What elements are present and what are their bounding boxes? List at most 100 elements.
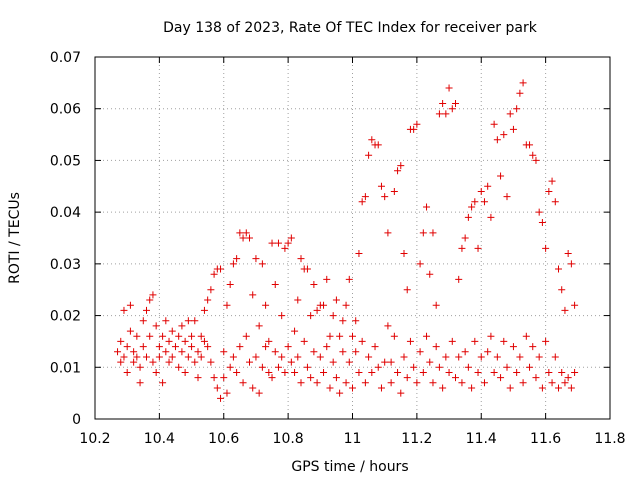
data-point bbox=[175, 332, 183, 340]
data-point bbox=[567, 260, 575, 268]
data-point bbox=[123, 368, 131, 376]
data-point bbox=[188, 332, 196, 340]
y-tick-label: 0.01 bbox=[50, 360, 81, 376]
grid bbox=[95, 57, 610, 419]
data-point bbox=[416, 348, 424, 356]
data-point bbox=[471, 198, 479, 206]
data-point bbox=[361, 379, 369, 387]
data-point bbox=[526, 141, 534, 149]
data-point bbox=[278, 312, 286, 320]
data-point bbox=[126, 301, 134, 309]
data-point bbox=[487, 213, 495, 221]
data-point bbox=[149, 291, 157, 299]
data-point bbox=[403, 286, 411, 294]
data-point bbox=[377, 384, 385, 392]
data-point bbox=[217, 265, 225, 273]
data-point bbox=[171, 343, 179, 351]
data-point bbox=[274, 363, 282, 371]
data-point bbox=[480, 198, 488, 206]
data-point bbox=[307, 312, 315, 320]
data-point bbox=[130, 358, 138, 366]
data-point bbox=[558, 286, 566, 294]
data-point bbox=[239, 379, 247, 387]
data-point bbox=[349, 384, 356, 392]
data-point bbox=[143, 306, 150, 314]
data-point bbox=[419, 229, 427, 237]
data-point bbox=[352, 348, 360, 356]
data-point bbox=[197, 332, 205, 340]
data-point bbox=[236, 343, 244, 351]
data-point bbox=[220, 374, 228, 382]
x-tick-label: 10.4 bbox=[144, 431, 175, 447]
data-point bbox=[274, 239, 282, 247]
data-point bbox=[249, 384, 257, 392]
data-point bbox=[194, 348, 202, 356]
data-point bbox=[493, 136, 501, 144]
data-point bbox=[551, 353, 559, 361]
data-point bbox=[255, 322, 263, 330]
data-point bbox=[490, 120, 498, 128]
data-point bbox=[339, 348, 347, 356]
data-point bbox=[291, 368, 299, 376]
data-point bbox=[332, 296, 340, 304]
data-point bbox=[139, 343, 147, 351]
data-point bbox=[229, 260, 237, 268]
data-point bbox=[281, 368, 289, 376]
data-point bbox=[455, 275, 463, 283]
data-point bbox=[555, 265, 562, 273]
data-point bbox=[197, 353, 205, 361]
data-point bbox=[233, 368, 241, 376]
data-point bbox=[435, 110, 443, 118]
data-point bbox=[551, 198, 559, 206]
data-point bbox=[406, 337, 414, 345]
data-point bbox=[178, 348, 186, 356]
axis-ticks: 10.2 10.4 10.6 10.8 11 11.2 11.4 11.6 11.8 0 0.01 0… bbox=[50, 50, 626, 447]
data-point bbox=[239, 234, 247, 242]
data-point bbox=[397, 162, 405, 170]
data-point bbox=[435, 363, 443, 371]
data-point bbox=[410, 125, 418, 133]
data-point bbox=[480, 379, 488, 387]
data-point bbox=[268, 239, 276, 247]
data-points bbox=[114, 79, 579, 402]
data-point bbox=[468, 384, 476, 392]
data-point bbox=[175, 363, 183, 371]
x-tick-label: 11.8 bbox=[594, 431, 625, 447]
data-point bbox=[500, 337, 508, 345]
data-point bbox=[204, 296, 212, 304]
data-point bbox=[397, 389, 405, 397]
data-point bbox=[381, 358, 389, 366]
x-tick-label: 10.2 bbox=[79, 431, 110, 447]
data-point bbox=[471, 337, 479, 345]
data-point bbox=[184, 353, 192, 361]
data-point bbox=[387, 358, 395, 366]
x-tick-label: 11.6 bbox=[530, 431, 561, 447]
data-point bbox=[339, 317, 347, 325]
data-point bbox=[506, 110, 514, 118]
data-point bbox=[442, 110, 450, 118]
data-point bbox=[394, 167, 402, 175]
data-point bbox=[310, 281, 318, 289]
data-point bbox=[493, 353, 501, 361]
data-point bbox=[220, 348, 228, 356]
data-point bbox=[506, 384, 514, 392]
data-point bbox=[529, 343, 537, 351]
data-point bbox=[120, 353, 128, 361]
data-point bbox=[307, 374, 315, 382]
data-point bbox=[413, 120, 421, 128]
data-point bbox=[477, 353, 485, 361]
data-point bbox=[368, 368, 376, 376]
data-point bbox=[468, 203, 476, 211]
data-point bbox=[416, 260, 424, 268]
data-point bbox=[542, 244, 550, 252]
data-point bbox=[464, 213, 472, 221]
data-point bbox=[445, 84, 453, 92]
data-point bbox=[355, 250, 363, 258]
data-point bbox=[297, 255, 305, 263]
data-point bbox=[509, 343, 517, 351]
y-tick-label: 0.06 bbox=[50, 102, 81, 118]
data-point bbox=[191, 317, 199, 325]
data-point bbox=[374, 363, 382, 371]
data-point bbox=[497, 172, 505, 180]
data-point bbox=[268, 374, 276, 382]
